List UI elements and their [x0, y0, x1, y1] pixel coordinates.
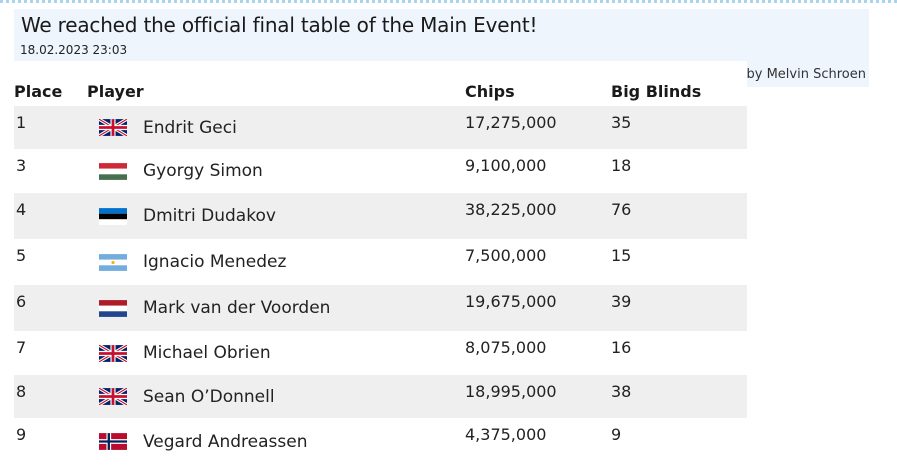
table-row: 5 Ignacio Menedez 7,500,000 15: [14, 239, 747, 285]
cell-place: 7: [16, 338, 27, 357]
cell-player: Mark van der Voorden: [87, 285, 465, 331]
post-timestamp: 18.02.2023 23:03: [20, 43, 128, 57]
author-box: by Melvin Schroen: [747, 61, 869, 87]
united-kingdom-flag-icon: [99, 344, 127, 362]
cell-place: 3: [16, 156, 27, 175]
final-table-standings: Place Player Chips Big Blinds 1 Endrit Ge…: [14, 72, 747, 465]
cell-big-blinds: 15: [611, 246, 632, 265]
cell-place: 6: [16, 292, 27, 311]
cell-big-blinds: 9: [611, 425, 622, 444]
cell-chips: 9,100,000: [465, 156, 547, 175]
united-kingdom-flag-icon: [99, 388, 127, 405]
table-body: 1 Endrit Geci 17,275,000 35 3 Gyorgy Simon 9,1…: [14, 106, 747, 465]
player-name: Vegard Andreassen: [143, 431, 308, 452]
cell-big-blinds: 39: [611, 292, 632, 311]
cell-chips: 17,275,000: [465, 113, 557, 132]
cell-big-blinds: 38: [611, 382, 632, 401]
cell-big-blinds: 35: [611, 113, 632, 132]
column-header-player: Player: [87, 81, 144, 101]
cell-chips: 8,075,000: [465, 338, 547, 357]
table-row: 1 Endrit Geci 17,275,000 35: [14, 106, 747, 149]
player-name: Endrit Geci: [143, 117, 237, 138]
cell-player: Endrit Geci: [87, 106, 465, 149]
cell-player: Dmitri Dudakov: [87, 193, 465, 239]
cell-chips: 4,375,000: [465, 425, 547, 444]
column-header-chips: Chips: [465, 81, 515, 101]
norway-flag-icon: [99, 433, 127, 450]
cell-place: 8: [16, 382, 27, 401]
player-name: Gyorgy Simon: [143, 161, 263, 181]
cell-player: Michael Obrien: [87, 331, 465, 375]
cell-place: 9: [16, 425, 27, 444]
column-header-big-blinds: Big Blinds: [611, 81, 702, 101]
cell-big-blinds: 16: [611, 338, 632, 357]
cell-player: Sean O’Donnell: [87, 375, 465, 418]
cell-player: Vegard Andreassen: [87, 418, 465, 465]
netherlands-flag-icon: [99, 299, 127, 317]
table-row: 6 Mark van der Voorden 19,675,000 39: [14, 285, 747, 331]
player-name: Ignacio Menedez: [143, 252, 287, 272]
cell-big-blinds: 18: [611, 156, 632, 175]
cell-chips: 19,675,000: [465, 292, 557, 311]
united-kingdom-flag-icon: [99, 119, 127, 136]
cell-place: 4: [16, 200, 27, 219]
table-row: 3 Gyorgy Simon 9,100,000 18: [14, 149, 747, 193]
top-dotted-border: [0, 0, 897, 3]
column-header-place: Place: [14, 81, 63, 101]
player-name: Mark van der Voorden: [143, 298, 331, 318]
table-row: 4 Dmitri Dudakov 38,225,000 76: [14, 193, 747, 239]
player-name: Dmitri Dudakov: [143, 206, 276, 226]
post-header: We reached the official final table of t…: [14, 9, 869, 61]
post-author: by Melvin Schroen: [746, 67, 866, 82]
post-title: We reached the official final table of t…: [21, 13, 538, 37]
cell-player: Gyorgy Simon: [87, 149, 465, 193]
cell-place: 1: [16, 113, 27, 132]
cell-chips: 18,995,000: [465, 382, 557, 401]
estonia-flag-icon: [99, 207, 127, 225]
cell-big-blinds: 76: [611, 200, 632, 219]
table-row: 7 Michael Obrien 8,075,000 16: [14, 331, 747, 375]
hungary-flag-icon: [99, 162, 127, 180]
table-row: 8 Sean O’Donnell 18,995,000 38: [14, 375, 747, 418]
cell-place: 5: [16, 246, 27, 265]
table-header-row: Place Player Chips Big Blinds: [14, 72, 747, 106]
argentina-flag-icon: [99, 253, 127, 271]
table-row: 9 Vegard Andreassen 4,375,000 9: [14, 418, 747, 465]
cell-chips: 38,225,000: [465, 200, 557, 219]
player-name: Sean O’Donnell: [143, 386, 275, 407]
player-name: Michael Obrien: [143, 343, 271, 363]
cell-player: Ignacio Menedez: [87, 239, 465, 285]
cell-chips: 7,500,000: [465, 246, 547, 265]
